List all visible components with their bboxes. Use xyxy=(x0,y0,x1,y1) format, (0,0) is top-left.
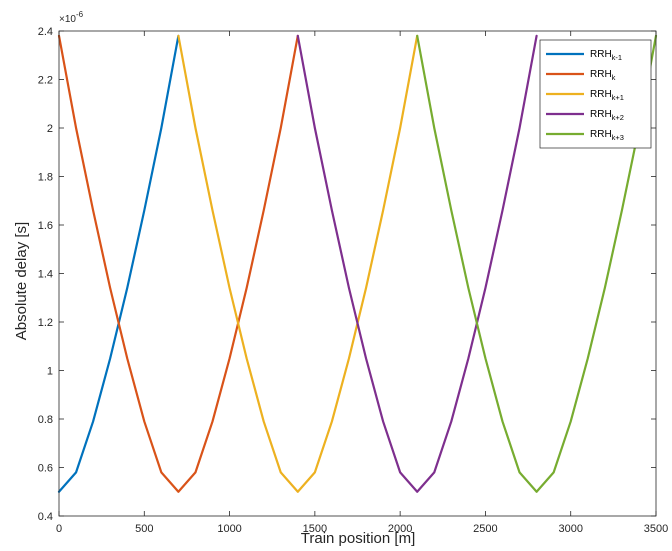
x-tick-label: 2000 xyxy=(388,523,412,535)
series-line-k+1 xyxy=(177,34,419,493)
y-tick-label: 1.4 xyxy=(38,269,53,281)
series-line-k+2 xyxy=(296,34,538,493)
x-tick-label: 3000 xyxy=(558,523,582,535)
y-tick-label: 1 xyxy=(47,366,53,378)
x-axis-ticks: 0 500 1000 1500 2000 2500 3000 3500 xyxy=(56,31,668,535)
legend-label-k+2: RRHk+2 xyxy=(590,109,624,122)
y-axis-title: Absolute delay [s] xyxy=(13,222,30,340)
x-tick-label: 3500 xyxy=(644,523,668,535)
x-axis-title: Train position [m] xyxy=(301,530,416,547)
legend-label-k: RRHk xyxy=(590,69,616,82)
x-tick-label: 1000 xyxy=(217,523,241,535)
y-tick-label: 2 xyxy=(47,123,53,135)
legend-label-k+1: RRHk+1 xyxy=(590,89,624,102)
y-tick-label: 2.4 xyxy=(38,26,53,38)
y-exponent-power: -6 xyxy=(76,10,84,19)
y-axis-exponent: ×10-6 xyxy=(59,10,84,25)
x-tick-label: 1500 xyxy=(303,523,327,535)
series-line-k xyxy=(57,34,299,493)
y-tick-label: 0.8 xyxy=(38,414,53,426)
legend: RRHk-1 RRHk RRHk+1 RRHk+2 RRHk+3 xyxy=(539,39,652,149)
x-tick-label: 0 xyxy=(56,523,62,535)
y-tick-label: 0.4 xyxy=(38,511,53,523)
y-tick-label: 1.6 xyxy=(38,220,53,232)
x-tick-label: 2500 xyxy=(473,523,497,535)
series-line-k+3 xyxy=(416,34,658,493)
y-axis-ticks: 0.4 0.6 0.8 1 1.2 1.4 1.6 1.8 2 2.2 2.4 xyxy=(38,26,656,523)
x-tick-label: 500 xyxy=(135,523,153,535)
y-tick-label: 1.8 xyxy=(38,172,53,184)
y-tick-label: 1.2 xyxy=(38,317,53,329)
legend-label-k+3: RRHk+3 xyxy=(590,129,624,142)
legend-label-k-1: RRHk-1 xyxy=(590,49,622,62)
y-exponent-base: ×10 xyxy=(59,14,76,25)
y-tick-label: 2.2 xyxy=(38,75,53,87)
y-tick-label: 0.6 xyxy=(38,463,53,475)
